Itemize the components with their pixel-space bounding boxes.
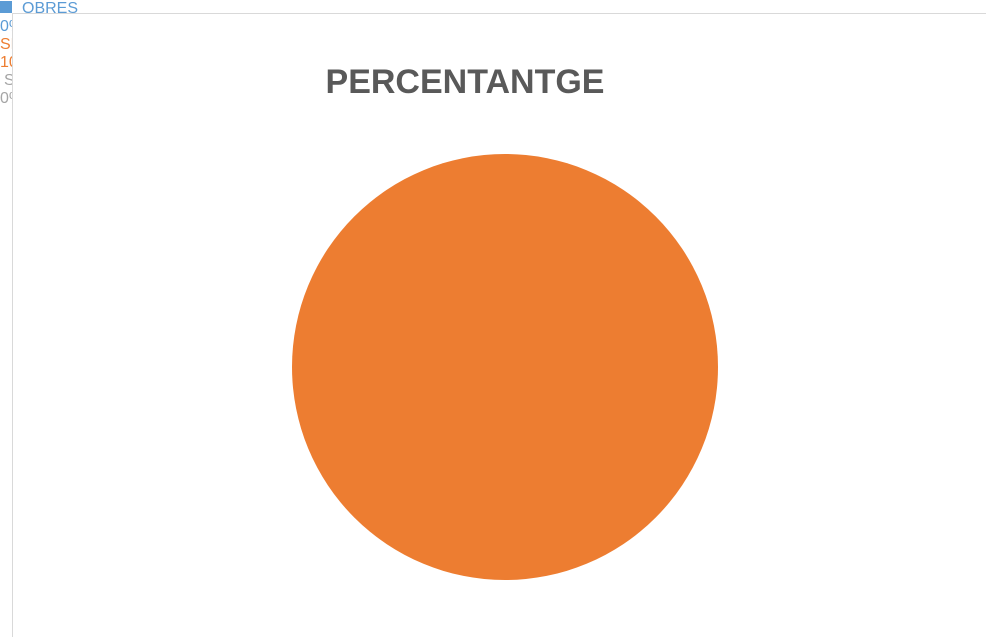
pie-slice [292, 154, 718, 580]
legend-key [0, 1, 12, 13]
data-label-name: OBRES [0, 0, 100, 18]
chart-title: PERCENTANTGE [326, 63, 605, 101]
